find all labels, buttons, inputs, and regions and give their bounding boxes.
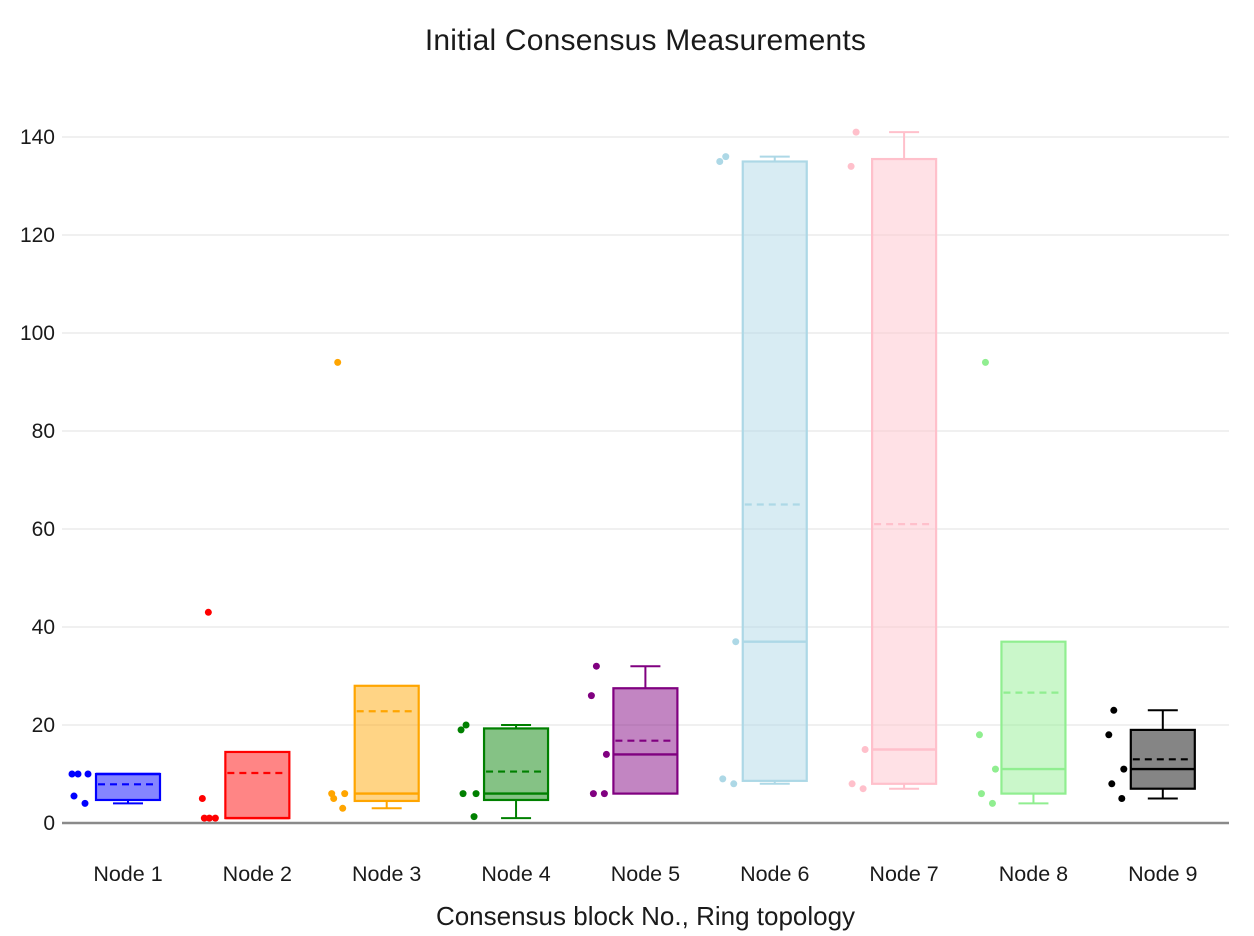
data-point-Node 3: [339, 804, 347, 812]
data-point-Node 2: [198, 795, 206, 802]
data-point-Node 9: [1108, 780, 1116, 788]
data-point-Node 7: [847, 162, 855, 170]
y-tick-label-60: 60: [32, 518, 55, 541]
x-tick-label-Node 9: Node 9: [1128, 862, 1197, 886]
data-point-Node 7: [852, 128, 860, 136]
data-point-Node 7: [859, 785, 867, 793]
data-point-Node 6: [722, 153, 730, 161]
box-Node 7: [870, 157, 938, 785]
data-point-Node 9: [1110, 706, 1118, 714]
x-tick-label-Node 4: Node 4: [481, 862, 550, 886]
data-point-Node 6: [719, 775, 727, 783]
data-point-Node 7: [848, 780, 856, 788]
data-point-Node 1: [68, 770, 76, 778]
data-point-Node 1: [81, 799, 89, 807]
data-point-Node 4: [462, 721, 470, 729]
data-point-Node 6: [732, 638, 740, 646]
x-tick-label-Node 7: Node 7: [869, 862, 938, 886]
data-point-Node 7: [861, 746, 869, 753]
data-point-Node 5: [589, 790, 597, 798]
y-tick-label-0: 0: [43, 812, 55, 835]
data-point-Node 4: [470, 813, 478, 821]
y-tick-label-100: 100: [20, 322, 55, 345]
x-tick-label-Node 5: Node 5: [611, 862, 680, 886]
data-point-Node 2: [200, 814, 208, 822]
data-point-Node 8: [988, 799, 996, 807]
y-tick-label-120: 120: [20, 224, 55, 247]
x-tick-label-Node 6: Node 6: [740, 862, 809, 886]
data-point-Node 2: [211, 814, 219, 822]
data-point-Node 9: [1105, 731, 1113, 739]
x-tick-label-Node 3: Node 3: [352, 862, 421, 886]
data-point-Node 4: [459, 790, 467, 798]
data-point-Node 3: [334, 358, 342, 366]
box-Node 1: [94, 772, 162, 802]
data-point-Node 4: [457, 726, 465, 734]
data-point-Node 6: [730, 780, 738, 788]
x-tick-label-Node 2: Node 2: [223, 862, 292, 886]
data-point-Node 5: [602, 750, 610, 758]
data-point-Node 8: [991, 765, 999, 773]
x-tick-label-Node 1: Node 1: [93, 862, 162, 886]
data-point-Node 5: [592, 662, 600, 670]
chart-title: Initial Consensus Measurements: [424, 24, 867, 57]
x-tick-label-Node 8: Node 8: [999, 862, 1068, 886]
data-point-Node 9: [1120, 765, 1128, 773]
data-point-Node 8: [981, 358, 989, 366]
data-point-Node 5: [600, 790, 608, 798]
box-Node 6: [741, 160, 808, 782]
x-axis-label: Consensus block No., Ring topology: [435, 901, 856, 931]
data-point-Node 4: [472, 790, 480, 798]
y-tick-label-40: 40: [32, 616, 55, 639]
y-tick-label-20: 20: [32, 714, 55, 737]
data-point-Node 8: [977, 790, 985, 798]
y-tick-label-140: 140: [20, 126, 55, 149]
data-point-Node 6: [716, 158, 724, 165]
data-point-Node 2: [205, 814, 213, 822]
data-point-Node 9: [1118, 795, 1126, 802]
data-point-Node 8: [975, 731, 983, 739]
box-Node 2: [224, 750, 291, 820]
data-point-Node 1: [84, 770, 92, 778]
data-point-Node 1: [70, 792, 78, 800]
box-Node 8: [1000, 640, 1067, 795]
data-point-Node 3: [330, 795, 338, 802]
data-point-Node 1: [74, 770, 82, 778]
data-point-Node 3: [341, 790, 349, 798]
data-point-Node 5: [587, 692, 595, 700]
data-point-Node 2: [204, 608, 212, 616]
box-Node 3: [353, 684, 420, 803]
box-Node 4: [482, 727, 550, 802]
y-tick-label-80: 80: [32, 420, 55, 443]
